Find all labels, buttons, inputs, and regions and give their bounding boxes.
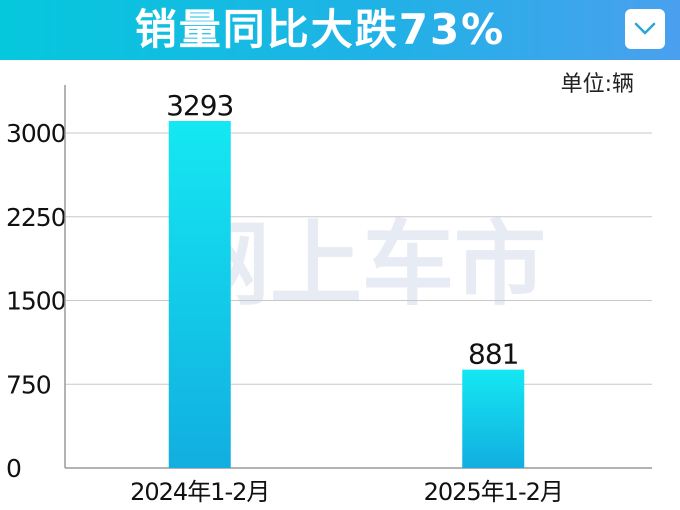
x-tick-label: 2024年1-2月 xyxy=(130,478,269,506)
data-label: 881 xyxy=(468,338,518,371)
watermark: 网上车市 xyxy=(178,211,546,318)
expand-button[interactable] xyxy=(625,9,665,49)
data-label: 3293 xyxy=(166,89,233,122)
bar xyxy=(462,369,525,468)
y-tick-label: 1500 xyxy=(6,287,66,316)
y-tick-label: 0 xyxy=(6,454,21,483)
y-tick-label: 3000 xyxy=(6,119,66,148)
page-title: 销量同比大跌73% xyxy=(134,5,506,54)
chevron-down-icon xyxy=(634,22,656,35)
y-tick-label: 2250 xyxy=(6,203,66,232)
bar xyxy=(168,121,231,468)
x-tick-label: 2025年1-2月 xyxy=(424,478,563,506)
y-tick-label: 750 xyxy=(6,370,51,399)
unit-label: 单位:辆 xyxy=(560,72,634,97)
title-banner xyxy=(0,0,680,60)
